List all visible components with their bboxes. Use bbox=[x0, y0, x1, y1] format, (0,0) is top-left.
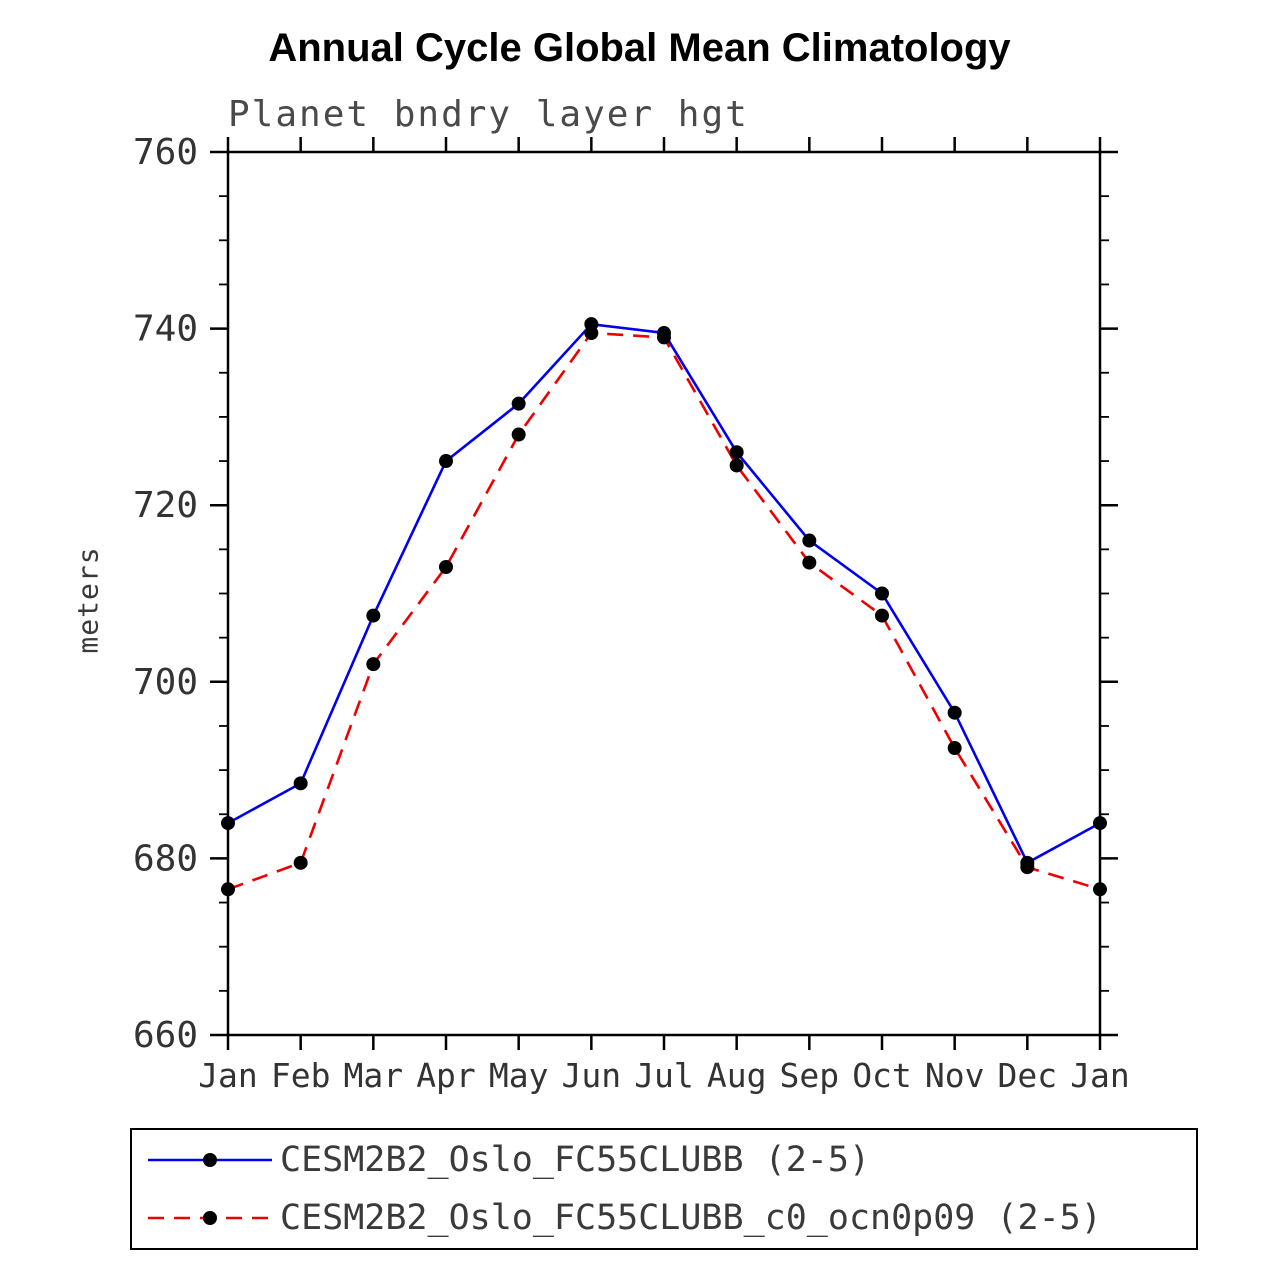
svg-text:Jan: Jan bbox=[198, 1056, 258, 1095]
svg-text:Mar: Mar bbox=[344, 1056, 404, 1095]
legend: CESM2B2_Oslo_FC55CLUBB (2-5) CESM2B2_Osl… bbox=[130, 1128, 1198, 1250]
svg-text:740: 740 bbox=[133, 309, 198, 350]
svg-text:May: May bbox=[489, 1056, 549, 1095]
legend-label: CESM2B2_Oslo_FC55CLUBB (2-5) bbox=[280, 1140, 871, 1180]
svg-text:660: 660 bbox=[133, 1015, 198, 1056]
chart-title: Annual Cycle Global Mean Climatology bbox=[268, 26, 1011, 70]
svg-text:Feb: Feb bbox=[271, 1056, 331, 1095]
chart-subtitle: Planet bndry layer hgt bbox=[228, 94, 749, 135]
svg-text:760: 760 bbox=[133, 132, 198, 173]
svg-text:Sep: Sep bbox=[780, 1056, 840, 1095]
svg-text:Jun: Jun bbox=[562, 1056, 622, 1095]
svg-text:680: 680 bbox=[133, 838, 198, 879]
legend-item-series-0: CESM2B2_Oslo_FC55CLUBB (2-5) bbox=[146, 1134, 1196, 1186]
svg-text:Oct: Oct bbox=[852, 1056, 912, 1095]
svg-text:Jan: Jan bbox=[1070, 1056, 1130, 1095]
legend-label: CESM2B2_Oslo_FC55CLUBB_c0_ocn0p09 (2-5) bbox=[280, 1198, 1102, 1238]
legend-item-series-1: CESM2B2_Oslo_FC55CLUBB_c0_ocn0p09 (2-5) bbox=[146, 1192, 1196, 1244]
svg-text:Nov: Nov bbox=[925, 1056, 985, 1095]
legend-line-sample-solid bbox=[148, 1153, 272, 1167]
svg-text:Jul: Jul bbox=[634, 1056, 694, 1095]
legend-line-sample-dashed bbox=[148, 1211, 272, 1225]
svg-text:700: 700 bbox=[133, 662, 198, 703]
svg-text:Aug: Aug bbox=[707, 1056, 767, 1095]
svg-text:Apr: Apr bbox=[416, 1056, 476, 1095]
svg-text:Dec: Dec bbox=[998, 1056, 1058, 1095]
svg-text:720: 720 bbox=[133, 485, 198, 526]
